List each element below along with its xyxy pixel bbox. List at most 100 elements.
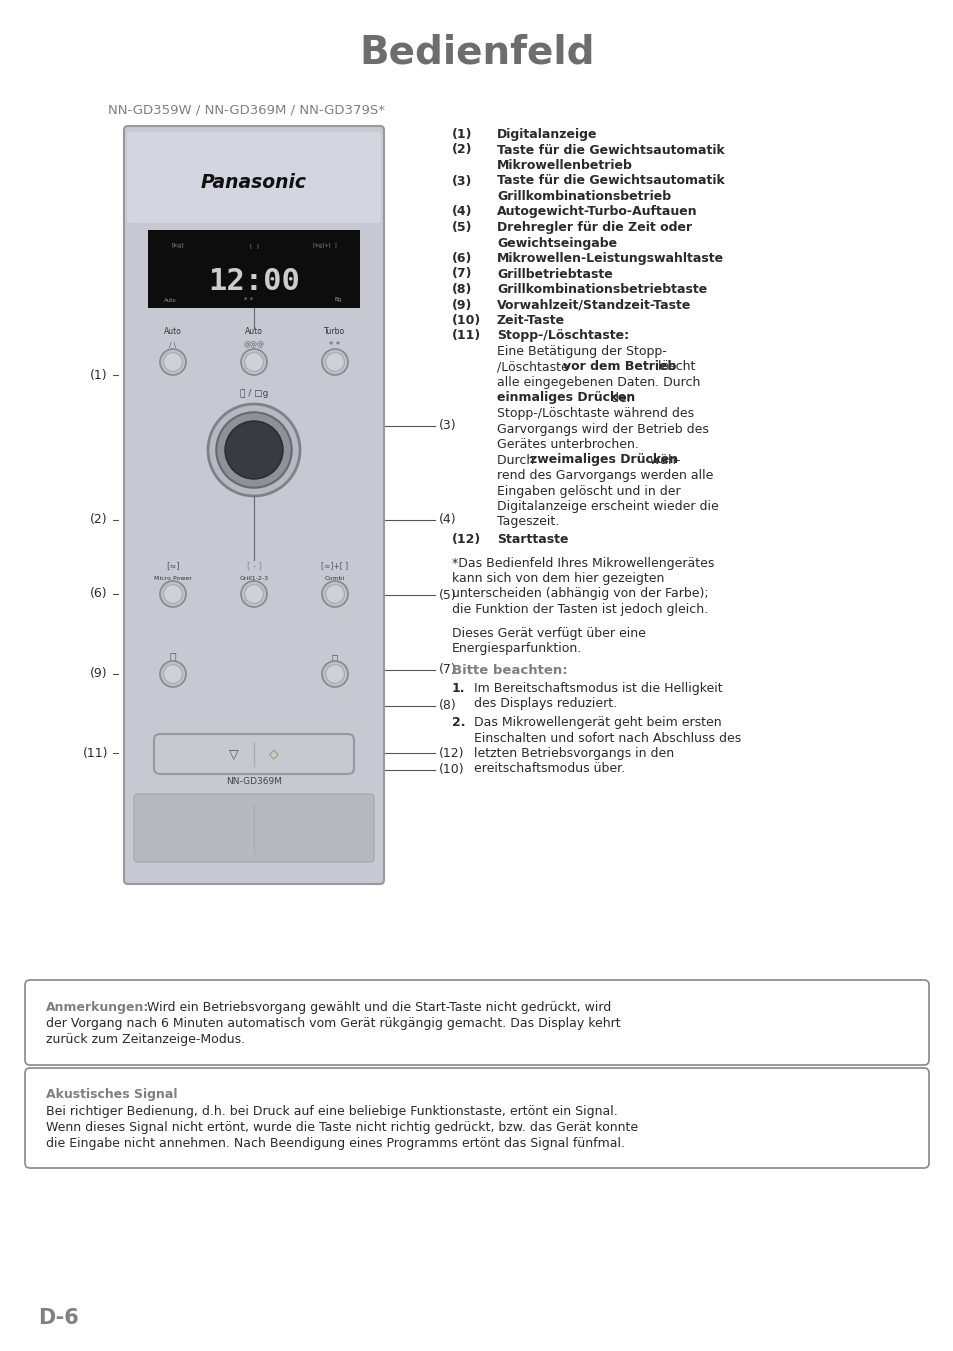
Text: Gewichtseingabe: Gewichtseingabe [497,236,617,250]
Text: (5): (5) [438,589,456,601]
Text: 1.: 1. [452,682,465,694]
Text: Auto: Auto [164,297,176,303]
Text: (3): (3) [452,174,472,188]
Bar [148,230,359,308]
Text: kann sich von dem hier gezeigten: kann sich von dem hier gezeigten [452,571,663,585]
Text: [kg]: [kg] [172,243,184,249]
Text: Tageszeit.: Tageszeit. [497,516,558,528]
Text: Im Bereitschaftsmodus ist die Helligkeit: Im Bereitschaftsmodus ist die Helligkeit [474,682,721,694]
Text: (9): (9) [91,667,108,681]
Text: Wenn dieses Signal nicht ertönt, wurde die Taste nicht richtig gedrückt, bzw. da: Wenn dieses Signal nicht ertönt, wurde d… [46,1121,638,1133]
Text: die Eingabe nicht annehmen. Nach Beendigung eines Programms ertönt das Signal fü: die Eingabe nicht annehmen. Nach Beendig… [46,1138,624,1150]
Text: [ - ]: [ - ] [246,562,261,570]
FancyBboxPatch shape [25,1069,928,1169]
Text: Grillkombinationsbetrieb: Grillkombinationsbetrieb [497,190,670,203]
Text: Stopp-/Löschtaste:: Stopp-/Löschtaste: [497,330,628,343]
Text: / \: / \ [170,342,176,349]
Text: (1): (1) [91,369,108,381]
Text: Zeit-Taste: Zeit-Taste [497,313,564,327]
Text: Eine Betätigung der Stopp-: Eine Betätigung der Stopp- [497,345,666,358]
Text: (2): (2) [452,143,472,157]
Text: Mikrowellen-Leistungswahltaste: Mikrowellen-Leistungswahltaste [497,253,723,265]
Text: Energiesparfunktion.: Energiesparfunktion. [452,642,581,655]
Circle shape [225,422,283,480]
Text: Durch: Durch [497,454,537,466]
Circle shape [164,353,182,372]
Text: ⧖: ⧖ [170,653,176,663]
Text: (5): (5) [452,222,472,234]
Text: Stopp-/Löschtaste während des: Stopp-/Löschtaste während des [497,407,694,420]
Text: Turbo: Turbo [324,327,345,336]
Text: [  ]: [ ] [250,243,258,249]
Text: Taste für die Gewichtsautomatik: Taste für die Gewichtsautomatik [497,174,724,188]
Text: löscht: löscht [654,361,695,373]
Text: (9): (9) [452,299,472,312]
Text: Eingaben gelöscht und in der: Eingaben gelöscht und in der [497,485,679,497]
Text: Gerätes unterbrochen.: Gerätes unterbrochen. [497,438,639,451]
Text: wäh-: wäh- [645,454,679,466]
Circle shape [241,349,267,376]
Text: einmaliges Drücken: einmaliges Drücken [497,392,635,404]
Circle shape [241,581,267,607]
Text: Einschalten und sofort nach Abschluss des: Einschalten und sofort nach Abschluss de… [474,731,740,744]
Circle shape [325,585,344,604]
Text: NN-GD359W / NN-GD369M / NN-GD379S*: NN-GD359W / NN-GD369M / NN-GD379S* [108,104,385,116]
FancyBboxPatch shape [127,132,380,223]
Text: (7): (7) [438,663,456,677]
FancyBboxPatch shape [124,126,384,884]
Text: Grillbetriebtaste: Grillbetriebtaste [497,267,612,281]
Text: [kg]+[  ]: [kg]+[ ] [313,243,336,249]
Text: Panasonic: Panasonic [201,173,307,192]
Circle shape [325,353,344,372]
Text: Garvorgangs wird der Betrieb des: Garvorgangs wird der Betrieb des [497,423,708,435]
Text: unterscheiden (abhängig von der Farbe);: unterscheiden (abhängig von der Farbe); [452,588,708,600]
Text: (4): (4) [438,513,456,527]
Text: zurück zum Zeitanzeige-Modus.: zurück zum Zeitanzeige-Modus. [46,1034,245,1046]
Circle shape [164,585,182,604]
Text: * *: * * [244,297,253,303]
Text: Bedienfeld: Bedienfeld [359,32,594,72]
Text: ⌚: ⌚ [332,653,337,663]
Text: 12:00: 12:00 [208,267,299,296]
Text: @@@: @@@ [243,342,264,349]
Text: ▽: ▽ [229,747,238,761]
Text: die Funktion der Tasten ist jedoch gleich.: die Funktion der Tasten ist jedoch gleic… [452,603,707,616]
Text: [≈]: [≈] [166,562,179,570]
Circle shape [160,661,186,688]
Text: (3): (3) [438,420,456,432]
Text: /Löschtaste: /Löschtaste [497,361,572,373]
Text: rend des Garvorgangs werden alle: rend des Garvorgangs werden alle [497,469,713,482]
Text: (8): (8) [452,282,472,296]
Text: (12): (12) [438,747,464,759]
Text: (2): (2) [91,513,108,527]
Text: des Displays reduziert.: des Displays reduziert. [474,697,617,711]
Circle shape [322,661,348,688]
Circle shape [160,349,186,376]
Text: letzten Betriebsvorgangs in den: letzten Betriebsvorgangs in den [474,747,674,761]
Text: ereitschaftsmodus über.: ereitschaftsmodus über. [474,762,624,775]
Circle shape [322,349,348,376]
Text: der: der [606,392,631,404]
Text: Bei richtiger Bedienung, d.h. bei Druck auf eine beliebige Funktionstaste, ertön: Bei richtiger Bedienung, d.h. bei Druck … [46,1105,618,1119]
Circle shape [216,412,292,488]
Text: Drehregler für die Zeit oder: Drehregler für die Zeit oder [497,222,691,234]
Text: Starttaste: Starttaste [497,534,568,546]
Circle shape [208,404,299,496]
Text: D-6: D-6 [38,1308,79,1328]
Text: Akustisches Signal: Akustisches Signal [46,1088,177,1101]
Text: Auto: Auto [245,327,263,336]
FancyBboxPatch shape [133,794,374,862]
Circle shape [244,585,263,604]
Text: vor dem Betrieb: vor dem Betrieb [562,361,676,373]
Text: (1): (1) [452,128,472,141]
Text: (11): (11) [452,330,480,343]
Text: ⌛ / □g: ⌛ / □g [239,389,268,399]
Text: Taste für die Gewichtsautomatik: Taste für die Gewichtsautomatik [497,143,724,157]
Circle shape [325,665,344,684]
Circle shape [164,665,182,684]
Text: Grillkombinationsbetriebtaste: Grillkombinationsbetriebtaste [497,282,706,296]
Text: Autogewicht-Turbo-Auftauen: Autogewicht-Turbo-Auftauen [497,205,697,219]
Text: (7): (7) [452,267,472,281]
Text: Combi: Combi [325,576,345,581]
Circle shape [160,581,186,607]
